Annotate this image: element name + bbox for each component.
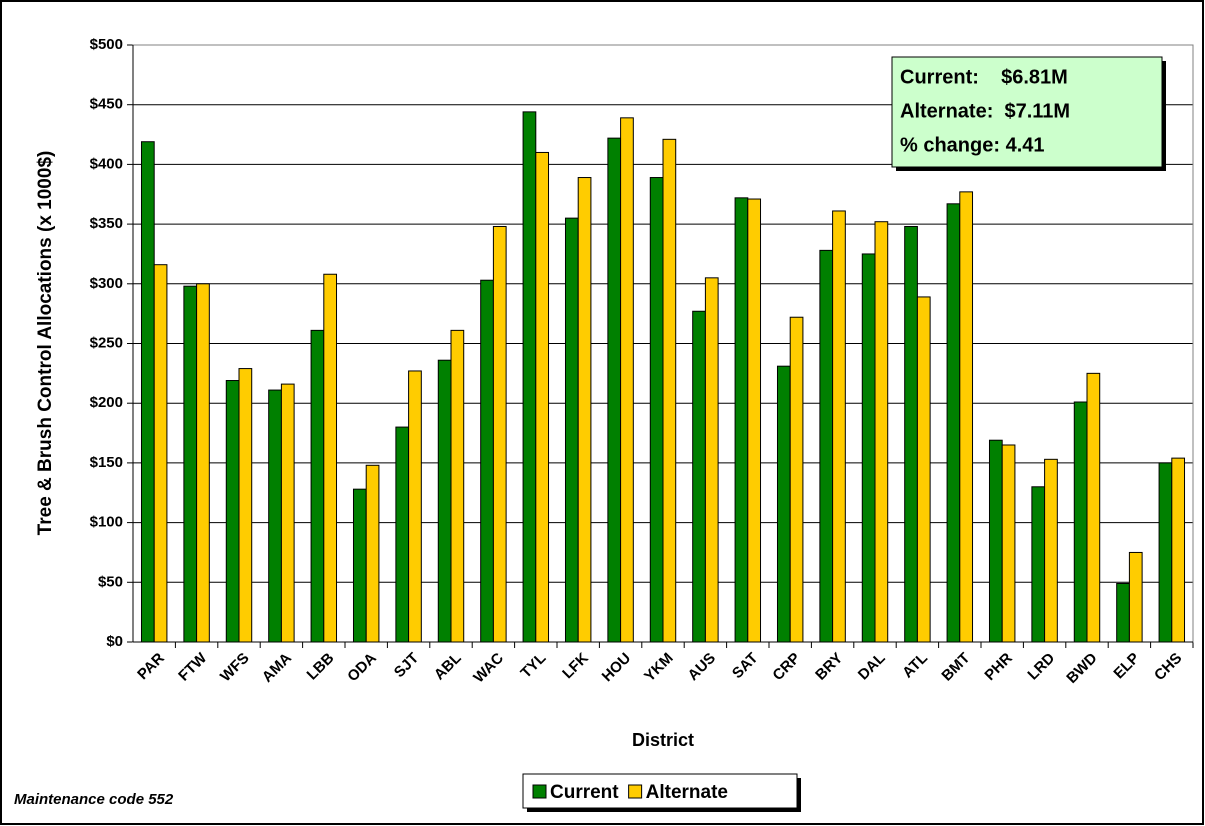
bar bbox=[1128, 551, 1143, 643]
x-axis-label: District bbox=[632, 730, 694, 750]
bar bbox=[946, 203, 961, 643]
bar bbox=[577, 177, 592, 643]
bar bbox=[649, 177, 664, 643]
annotation-text: Alternate: $7.11M bbox=[900, 100, 1070, 122]
bar bbox=[959, 191, 974, 643]
bar bbox=[268, 389, 282, 643]
bar bbox=[238, 368, 253, 643]
y-tick-label: $300 bbox=[90, 275, 123, 292]
bar bbox=[437, 359, 452, 643]
bar bbox=[692, 310, 706, 643]
bar bbox=[861, 253, 876, 643]
bar bbox=[1031, 486, 1046, 643]
y-tick-label: $500 bbox=[90, 36, 123, 53]
y-tick-label: $350 bbox=[90, 215, 123, 232]
legend-label: Current bbox=[550, 782, 619, 803]
bar bbox=[352, 488, 367, 643]
bar bbox=[1171, 457, 1186, 643]
annotation-text: % change: 4.41 bbox=[900, 134, 1045, 156]
bar bbox=[1158, 462, 1173, 643]
bar bbox=[747, 198, 762, 643]
bar bbox=[1116, 582, 1130, 643]
bar bbox=[492, 225, 507, 643]
bar bbox=[153, 264, 168, 643]
bar bbox=[225, 380, 240, 643]
bar bbox=[365, 464, 380, 643]
bar bbox=[480, 279, 494, 643]
bar bbox=[450, 329, 465, 643]
bar bbox=[408, 370, 422, 643]
y-tick-label: $100 bbox=[90, 514, 123, 531]
bar bbox=[776, 365, 791, 643]
y-tick-label: $400 bbox=[90, 155, 123, 172]
bar bbox=[789, 316, 804, 643]
y-tick-label: $200 bbox=[90, 394, 123, 411]
bar bbox=[916, 296, 931, 643]
bar bbox=[819, 249, 834, 643]
bar bbox=[1073, 401, 1088, 643]
annotation-box bbox=[891, 56, 1163, 168]
bar bbox=[310, 329, 325, 643]
bar bbox=[734, 197, 749, 643]
bar bbox=[280, 383, 295, 643]
bar bbox=[874, 221, 889, 643]
bar bbox=[1086, 372, 1101, 643]
bar bbox=[1044, 458, 1058, 643]
bar bbox=[395, 426, 410, 643]
bar bbox=[140, 141, 155, 643]
bar bbox=[196, 283, 210, 643]
y-tick-label: $150 bbox=[90, 454, 123, 471]
bar bbox=[620, 117, 634, 643]
legend-swatch bbox=[532, 784, 547, 799]
bar bbox=[904, 225, 918, 643]
legend-swatch bbox=[628, 784, 643, 799]
bar bbox=[522, 111, 537, 643]
legend-box bbox=[522, 773, 798, 809]
y-tick-label: $250 bbox=[90, 334, 123, 351]
legend-label: Alternate bbox=[646, 782, 728, 803]
annotation-text: Current: $6.81M bbox=[900, 66, 1068, 88]
bar bbox=[832, 210, 846, 643]
bar bbox=[704, 277, 719, 643]
footnote: Maintenance code 552 bbox=[14, 791, 174, 808]
y-axis-label: Tree & Brush Control Allocations (x 1000… bbox=[35, 151, 56, 536]
bar bbox=[535, 151, 550, 643]
bar bbox=[564, 217, 579, 643]
bar bbox=[1001, 444, 1016, 643]
bar bbox=[607, 137, 622, 643]
y-tick-label: $450 bbox=[90, 96, 123, 113]
bar bbox=[323, 273, 338, 643]
y-tick-label: $0 bbox=[106, 633, 123, 650]
bar bbox=[988, 439, 1003, 643]
bar bbox=[662, 138, 677, 643]
bar bbox=[183, 285, 198, 643]
y-tick-label: $50 bbox=[98, 573, 123, 590]
